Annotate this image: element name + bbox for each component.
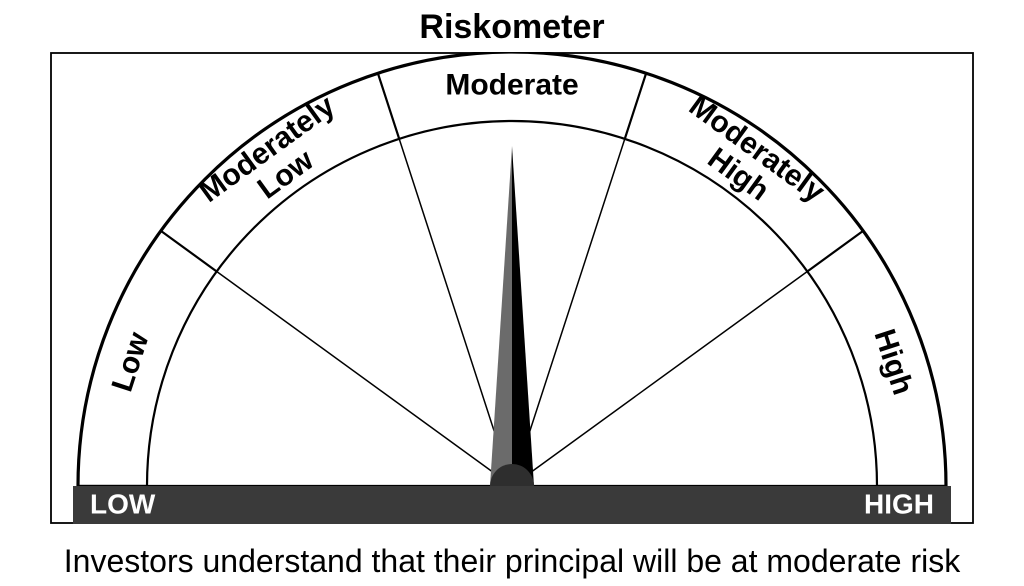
- riskometer-gauge: LowModeratelyLowModerateModeratelyHighHi…: [50, 52, 974, 524]
- gauge-low-label: LOW: [90, 488, 156, 519]
- riskometer-title: Riskometer: [0, 8, 1024, 47]
- gauge-segment-label: Moderate: [445, 68, 578, 101]
- gauge-high-label: HIGH: [864, 488, 934, 519]
- riskometer-caption: Investors understand that their principa…: [0, 543, 1024, 580]
- gauge-baseline-bar: [73, 486, 951, 524]
